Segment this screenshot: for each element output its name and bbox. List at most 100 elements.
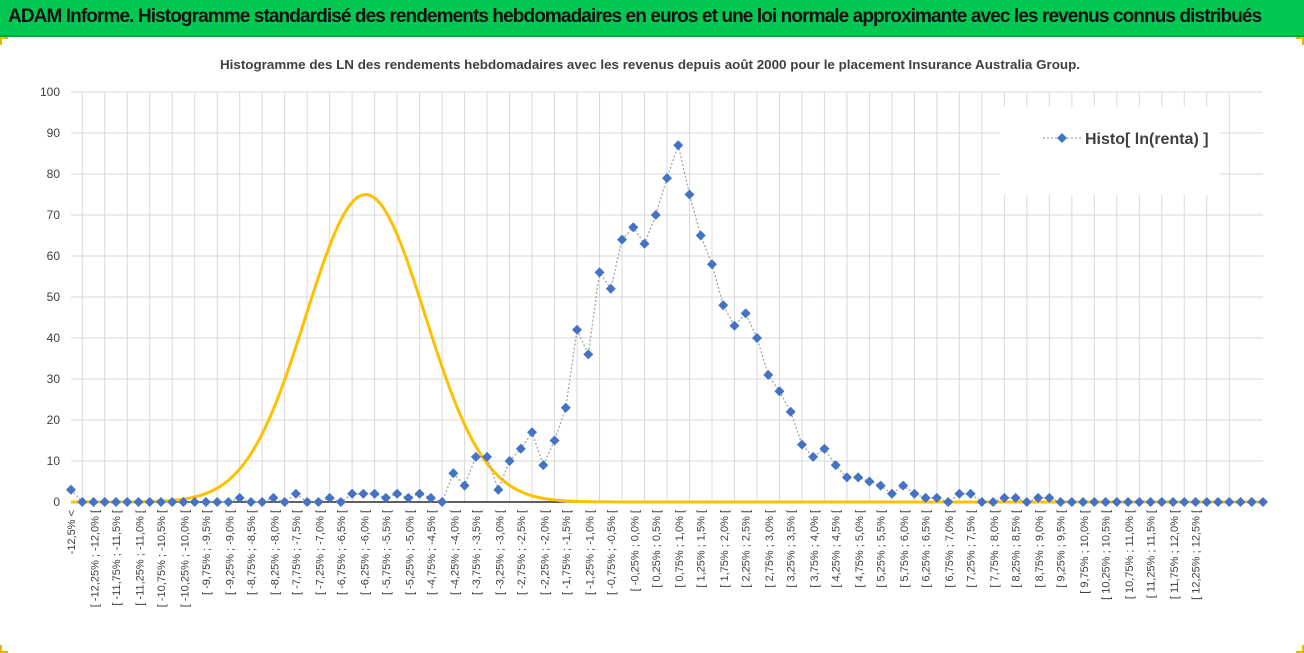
- data-point-marker: [1145, 497, 1156, 507]
- y-tick-label: 20: [47, 413, 61, 427]
- y-tick-label: 90: [47, 126, 61, 140]
- data-point-marker: [662, 173, 672, 184]
- y-tick-label: 10: [47, 454, 61, 468]
- data-point-marker: [1246, 497, 1257, 507]
- data-point-marker: [234, 492, 245, 503]
- x-tick-label: [ -9,25% ; -9,0% [: [224, 510, 236, 595]
- data-point-marker: [448, 468, 459, 479]
- data-point-marker: [1201, 497, 1212, 507]
- data-point-marker: [133, 497, 144, 507]
- x-tick-label: [ 3,25% ; 3,5% [: [786, 510, 798, 588]
- data-point-marker: [1224, 497, 1235, 507]
- data-point-marker: [268, 492, 279, 503]
- data-point-marker: [1033, 492, 1044, 503]
- data-point-marker: [504, 456, 515, 466]
- x-tick-label: [ -6,25% ; -6,0% [: [359, 510, 371, 595]
- data-point-marker: [639, 238, 650, 249]
- data-point-marker: [1123, 497, 1134, 507]
- x-tick-label: [ 6,75% ; 7,0% [: [944, 510, 956, 588]
- data-point-marker: [279, 497, 290, 507]
- y-tick-label: 40: [47, 331, 61, 345]
- data-point-marker: [290, 488, 301, 499]
- data-point-marker: [988, 497, 999, 507]
- x-tick-label: [ 4,25% ; 4,5% [: [831, 510, 843, 588]
- legend-marker-icon: [1057, 133, 1067, 143]
- data-point-marker: [538, 460, 549, 471]
- data-point-marker: [594, 267, 605, 278]
- chart-title: Histogramme des LN des rendements hebdom…: [220, 57, 1080, 72]
- data-point-marker: [122, 497, 133, 507]
- data-point-marker: [617, 234, 628, 245]
- data-point-marker: [673, 140, 684, 151]
- x-tick-label: [ -2,75% ; -2,5% [: [516, 510, 528, 595]
- data-point-marker: [335, 497, 346, 507]
- data-point-marker: [1021, 497, 1032, 507]
- data-point-marker: [886, 488, 897, 499]
- data-point-marker: [1055, 497, 1066, 507]
- data-point-marker: [999, 492, 1010, 503]
- data-point-marker: [66, 484, 76, 495]
- data-point-marker: [560, 402, 571, 413]
- x-tick-label: [ 3,75% ; 4,0% [: [809, 510, 821, 588]
- data-point-marker: [223, 497, 234, 507]
- data-point-marker: [380, 492, 391, 503]
- x-tick-label: [ 0,25% ; 0,5% [: [651, 510, 663, 588]
- x-tick-label: [ 8,25% ; 8,5% [: [1011, 510, 1023, 588]
- x-tick-label: [ -4,25% ; -4,0% [: [449, 510, 461, 595]
- corner-mark-bottom-right: [1296, 645, 1304, 653]
- data-point-marker: [605, 283, 616, 294]
- x-tick-label: [ -9,75% ; -9,5% [: [201, 510, 213, 595]
- data-point-marker: [155, 497, 166, 507]
- data-point-marker: [1190, 497, 1201, 507]
- data-point-marker: [920, 492, 931, 503]
- x-tick-label: -12,5% <: [66, 510, 78, 554]
- data-point-marker: [830, 460, 841, 471]
- data-point-marker: [200, 497, 211, 507]
- x-tick-label: [ 0,75% ; 1,0% [: [674, 510, 686, 588]
- series-layer: [66, 140, 1268, 507]
- data-point-marker: [763, 369, 774, 380]
- data-point-marker: [976, 497, 987, 507]
- data-point-marker: [437, 497, 448, 507]
- data-point-marker: [493, 484, 504, 495]
- data-point-marker: [515, 443, 526, 454]
- data-point-marker: [841, 472, 852, 483]
- x-tick-label: [ 6,25% ; 6,5% [: [921, 510, 933, 588]
- x-tick-label: [ -10,25% ; -10,0% [: [179, 510, 191, 607]
- x-tick-label: [ 1,75% ; 2,0% [: [719, 510, 731, 588]
- legend-label: Histo[ ln(renta) ]: [1085, 131, 1209, 148]
- data-point-marker: [706, 259, 717, 270]
- data-point-marker: [796, 439, 807, 450]
- x-tick-label: [ 9,75% ; 10,0% [: [1079, 510, 1091, 594]
- x-tick-label: [ -10,75% ; -10,5% [: [156, 510, 168, 607]
- data-point-marker: [347, 488, 358, 499]
- data-point-marker: [257, 497, 268, 507]
- data-point-marker: [1179, 497, 1190, 507]
- report-header: ADAM Informe. Histogramme standardisé de…: [0, 0, 1304, 37]
- x-tick-label: [ 7,25% ; 7,5% [: [966, 510, 978, 588]
- x-tick-label: [ 11,25% ; 11,5% [: [1146, 510, 1158, 598]
- x-tick-label: [ 11,75% ; 12,0% [: [1169, 510, 1181, 599]
- data-point-marker: [1100, 497, 1111, 507]
- data-point-marker: [774, 386, 785, 397]
- data-point-marker: [313, 497, 324, 507]
- data-point-marker: [931, 492, 942, 503]
- x-tick-label: [ -11,25% ; -11,0% [: [134, 510, 146, 606]
- y-tick-label: 80: [47, 167, 61, 181]
- data-point-marker: [1258, 497, 1268, 507]
- x-tick-label: [ -8,75% ; -8,5% [: [246, 510, 258, 595]
- x-tick-label: [ -0,75% ; -0,5% [: [606, 510, 618, 595]
- data-point-marker: [358, 488, 369, 499]
- data-point-marker: [909, 488, 920, 499]
- x-tick-label: [ -2,25% ; -2,0% [: [539, 510, 551, 595]
- x-tick-label: [ -7,75% ; -7,5% [: [291, 510, 303, 595]
- x-tick-label: [ 12,25% ; 12,5% [: [1191, 510, 1203, 600]
- y-tick-label: 100: [40, 85, 60, 99]
- data-point-marker: [695, 230, 706, 241]
- data-point-marker: [1078, 497, 1089, 507]
- data-point-marker: [853, 472, 864, 483]
- data-point-marker: [1089, 497, 1100, 507]
- data-point-marker: [482, 451, 493, 462]
- data-point-marker: [144, 497, 155, 507]
- axis-layer: 0 10 20 30 40 50 60 70 80 90 100 -12,5% < [ -12,25% …: [40, 85, 1263, 607]
